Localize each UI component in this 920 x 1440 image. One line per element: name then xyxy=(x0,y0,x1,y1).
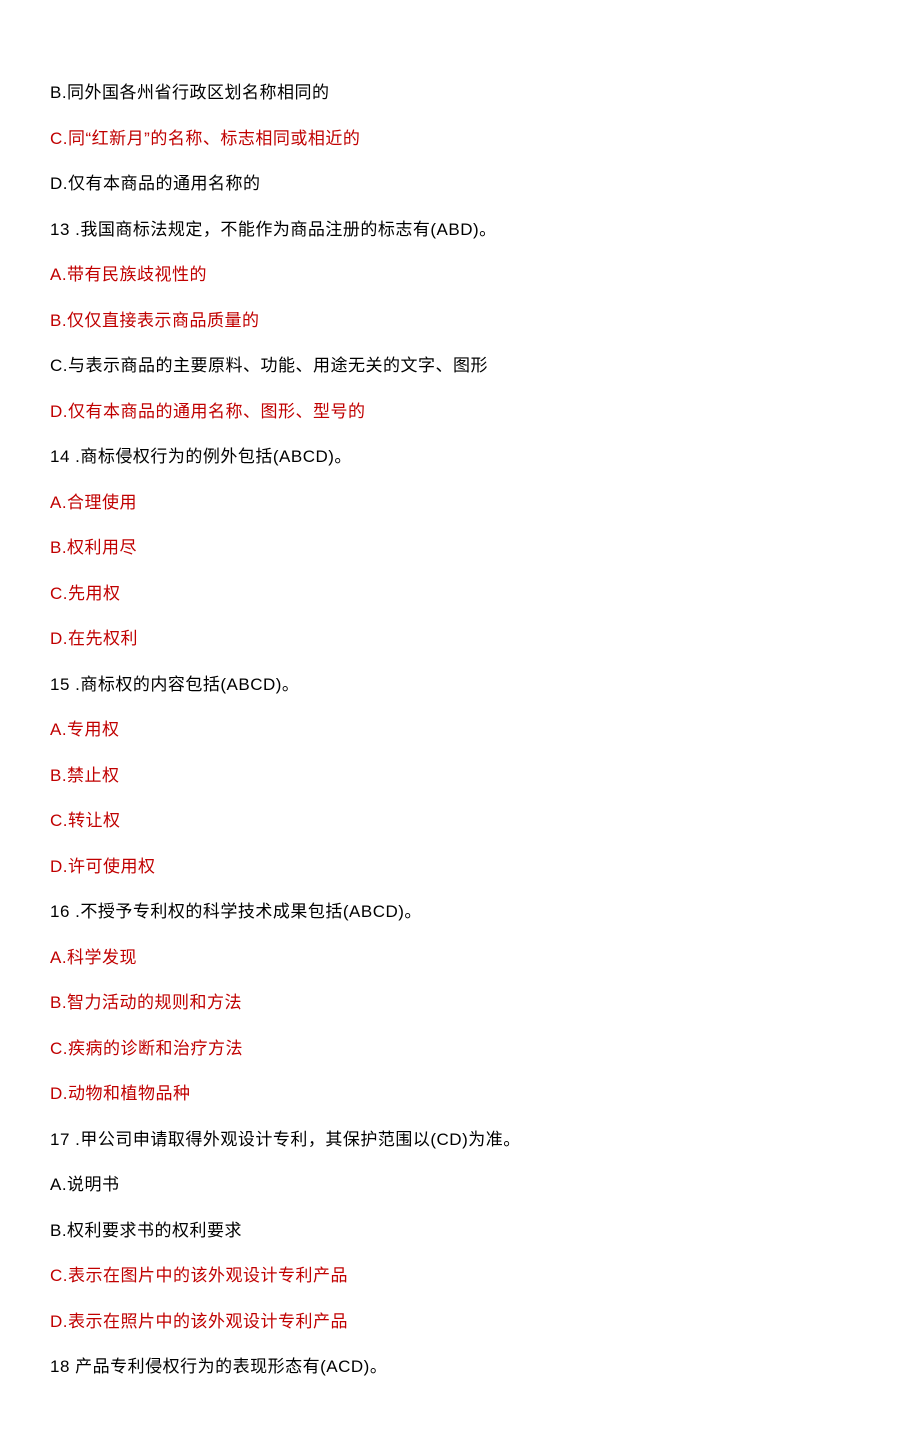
option-text: C.先用权 xyxy=(50,581,870,607)
option-text: D.表示在照片中的该外观设计专利产品 xyxy=(50,1309,870,1335)
question-text: 18 产品专利侵权行为的表现形态有(ACD)。 xyxy=(50,1354,870,1380)
question-text: 14 .商标侵权行为的例外包括(ABCD)。 xyxy=(50,444,870,470)
option-text: A.带有民族歧视性的 xyxy=(50,262,870,288)
option-text: A.合理使用 xyxy=(50,490,870,516)
option-text: D.在先权利 xyxy=(50,626,870,652)
question-text: 15 .商标权的内容包括(ABCD)。 xyxy=(50,672,870,698)
option-text: C.转让权 xyxy=(50,808,870,834)
option-text: D.动物和植物品种 xyxy=(50,1081,870,1107)
option-text: B.权利要求书的权利要求 xyxy=(50,1218,870,1244)
option-text: B.同外国各州省行政区划名称相同的 xyxy=(50,80,870,106)
option-text: A.说明书 xyxy=(50,1172,870,1198)
option-text: D.仅有本商品的通用名称、图形、型号的 xyxy=(50,399,870,425)
option-text: B.禁止权 xyxy=(50,763,870,789)
option-text: C.同“红新月”的名称、标志相同或相近的 xyxy=(50,126,870,152)
option-text: B.仅仅直接表示商品质量的 xyxy=(50,308,870,334)
option-text: A.专用权 xyxy=(50,717,870,743)
option-text: C.表示在图片中的该外观设计专利产品 xyxy=(50,1263,870,1289)
document-content: B.同外国各州省行政区划名称相同的 C.同“红新月”的名称、标志相同或相近的 D… xyxy=(0,0,920,1440)
option-text: B.权利用尽 xyxy=(50,535,870,561)
question-text: 13 .我国商标法规定，不能作为商品注册的标志有(ABD)。 xyxy=(50,217,870,243)
option-text: C.与表示商品的主要原料、功能、用途无关的文字、图形 xyxy=(50,353,870,379)
option-text: D.仅有本商品的通用名称的 xyxy=(50,171,870,197)
question-text: 17 .甲公司申请取得外观设计专利，其保护范围以(CD)为准。 xyxy=(50,1127,870,1153)
option-text: A.科学发现 xyxy=(50,945,870,971)
option-text: D.许可使用权 xyxy=(50,854,870,880)
question-text: 16 .不授予专利权的科学技术成果包括(ABCD)。 xyxy=(50,899,870,925)
option-text: C.疾病的诊断和治疗方法 xyxy=(50,1036,870,1062)
option-text: B.智力活动的规则和方法 xyxy=(50,990,870,1016)
